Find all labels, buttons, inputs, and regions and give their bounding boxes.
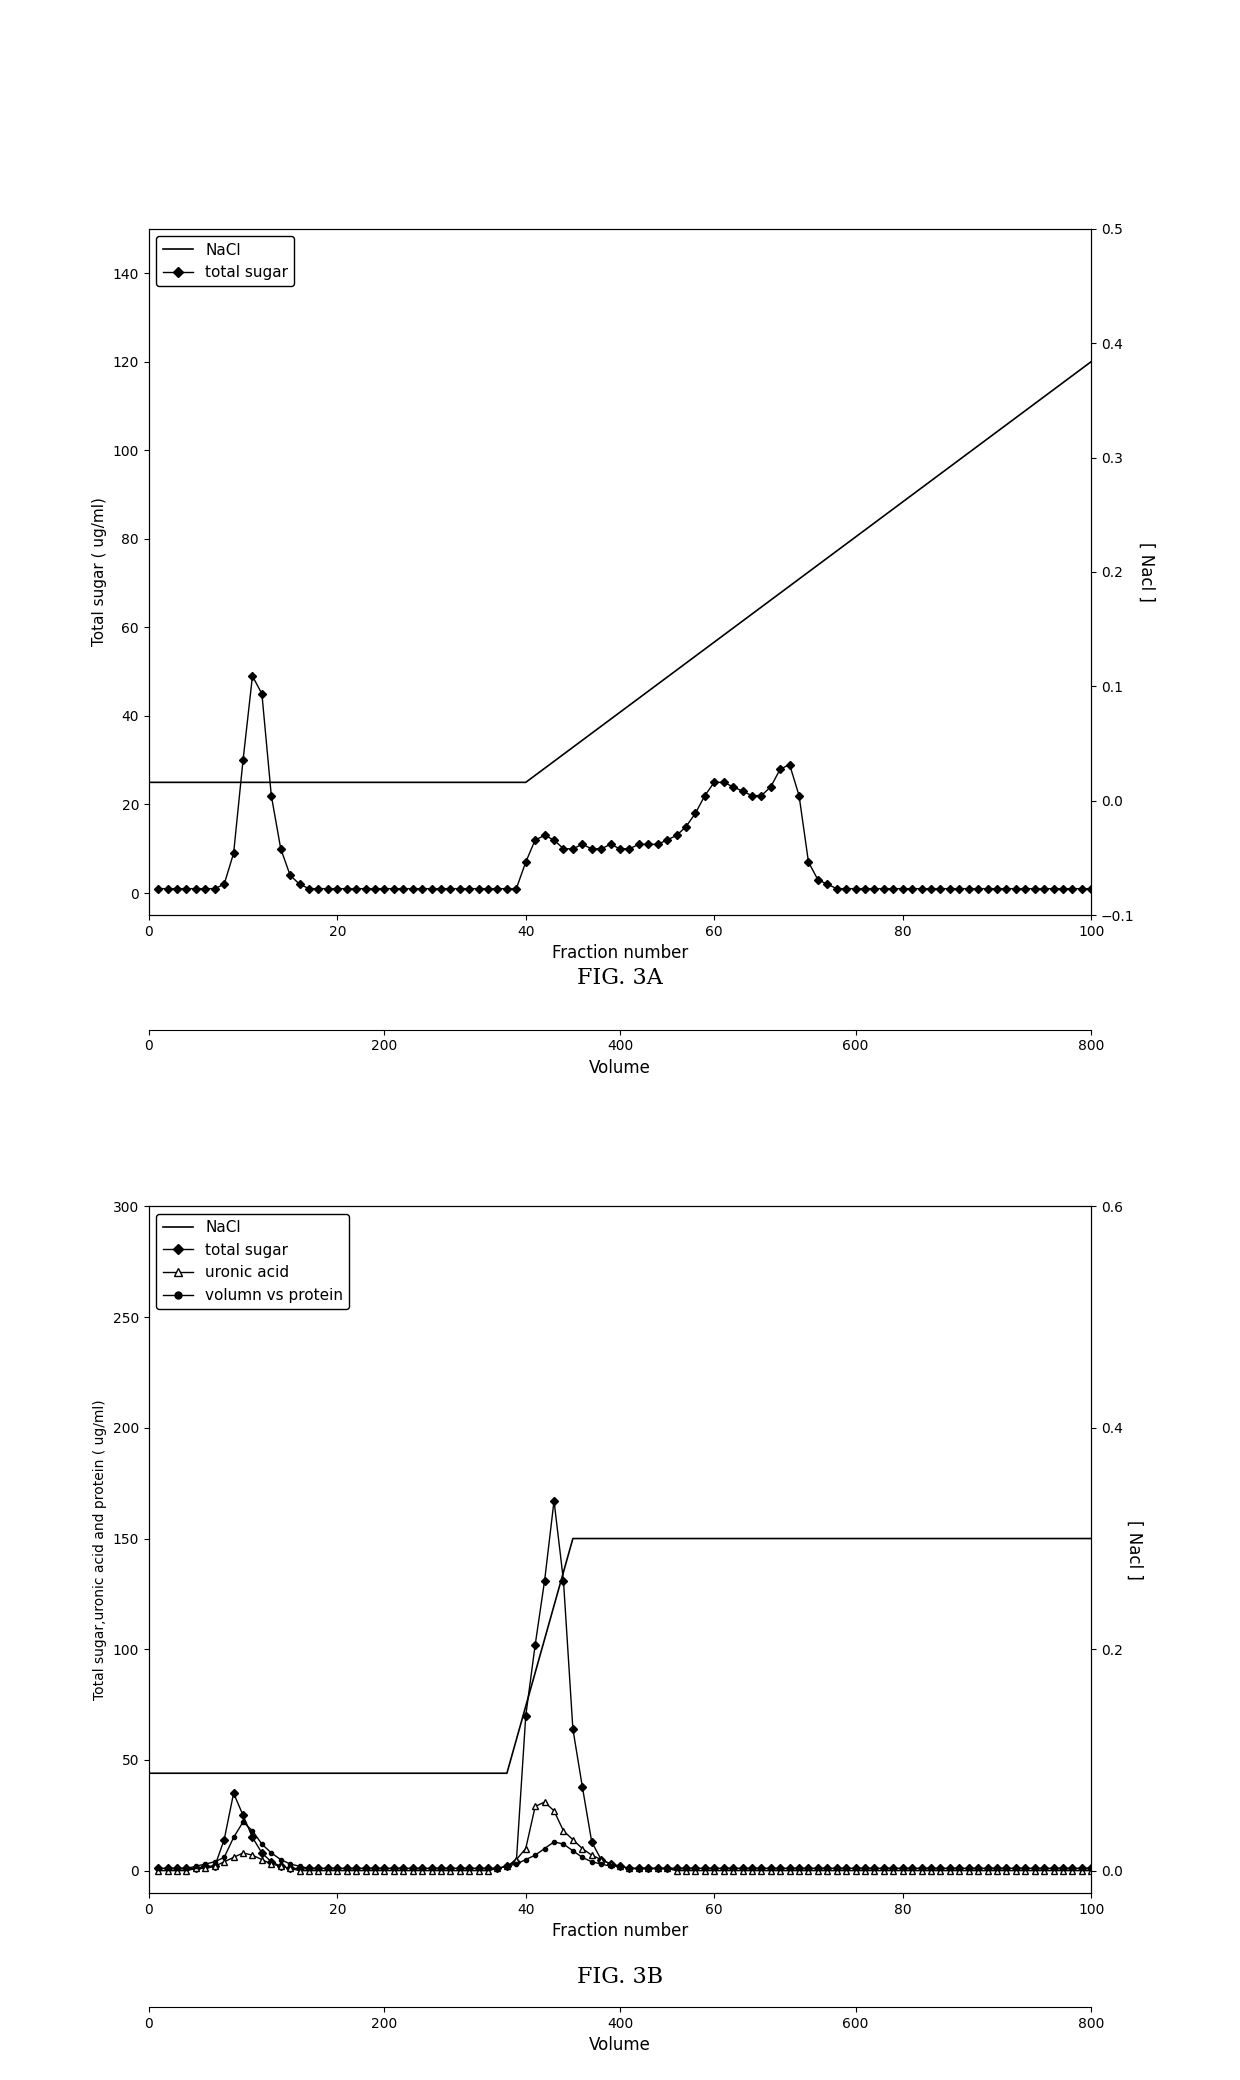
uronic acid bbox=[1047, 1857, 1061, 1882]
volumn vs protein bbox=[1018, 1855, 1033, 1880]
total sugar bbox=[1084, 876, 1099, 901]
total sugar bbox=[340, 876, 355, 901]
total sugar bbox=[1018, 1855, 1033, 1880]
total sugar bbox=[717, 770, 732, 795]
volumn vs protein bbox=[717, 1855, 732, 1880]
total sugar bbox=[641, 1855, 656, 1880]
uronic acid bbox=[1018, 1857, 1033, 1882]
total sugar bbox=[377, 876, 392, 901]
volumn vs protein bbox=[377, 1855, 392, 1880]
volumn vs protein bbox=[151, 1855, 166, 1880]
volumn vs protein bbox=[340, 1855, 355, 1880]
uronic acid bbox=[641, 1855, 656, 1880]
Line: NaCl: NaCl bbox=[149, 1539, 1091, 1774]
X-axis label: Volume: Volume bbox=[589, 1059, 651, 1077]
total sugar bbox=[1047, 876, 1061, 901]
Line: total sugar: total sugar bbox=[155, 674, 1094, 892]
Y-axis label: [ Nacl ]: [ Nacl ] bbox=[1137, 543, 1156, 601]
NaCl bbox=[518, 770, 533, 795]
total sugar bbox=[246, 664, 260, 688]
NaCl bbox=[1084, 349, 1099, 374]
Text: FIG. 3B: FIG. 3B bbox=[577, 1966, 663, 1988]
total sugar bbox=[1084, 1855, 1099, 1880]
total sugar bbox=[151, 876, 166, 901]
Text: FIG. 3A: FIG. 3A bbox=[577, 967, 663, 990]
total sugar bbox=[1018, 876, 1033, 901]
volumn vs protein bbox=[641, 1855, 656, 1880]
uronic acid bbox=[330, 1857, 345, 1882]
X-axis label: Fraction number: Fraction number bbox=[552, 944, 688, 963]
uronic acid bbox=[717, 1857, 732, 1882]
Legend: NaCl, total sugar, uronic acid, volumn vs protein: NaCl, total sugar, uronic acid, volumn v… bbox=[156, 1215, 350, 1308]
uronic acid bbox=[1084, 1857, 1099, 1882]
uronic acid bbox=[367, 1857, 382, 1882]
Y-axis label: Total sugar,uronic acid and protein ( ug/ml): Total sugar,uronic acid and protein ( ug… bbox=[93, 1400, 107, 1699]
NaCl bbox=[141, 1762, 156, 1787]
NaCl bbox=[500, 1762, 515, 1787]
total sugar bbox=[367, 1855, 382, 1880]
Line: NaCl: NaCl bbox=[149, 362, 1091, 782]
volumn vs protein bbox=[236, 1810, 250, 1835]
Y-axis label: [ Nacl ]: [ Nacl ] bbox=[1126, 1520, 1143, 1579]
X-axis label: Fraction number: Fraction number bbox=[552, 1922, 688, 1941]
NaCl bbox=[141, 770, 156, 795]
X-axis label: Volume: Volume bbox=[589, 2036, 651, 2055]
total sugar bbox=[151, 1855, 166, 1880]
Line: uronic acid: uronic acid bbox=[155, 1799, 1095, 1874]
uronic acid bbox=[151, 1857, 166, 1882]
Y-axis label: Total sugar ( ug/ml): Total sugar ( ug/ml) bbox=[92, 497, 107, 647]
total sugar bbox=[330, 1855, 345, 1880]
NaCl bbox=[1084, 1527, 1099, 1552]
total sugar bbox=[1047, 1855, 1061, 1880]
volumn vs protein bbox=[1084, 1855, 1099, 1880]
total sugar bbox=[717, 1855, 732, 1880]
NaCl bbox=[565, 1527, 580, 1552]
total sugar bbox=[547, 1489, 562, 1514]
Legend: NaCl, total sugar: NaCl, total sugar bbox=[156, 237, 294, 287]
Line: volumn vs protein: volumn vs protein bbox=[156, 1820, 1094, 1870]
Line: total sugar: total sugar bbox=[155, 1498, 1094, 1872]
uronic acid bbox=[537, 1789, 552, 1814]
total sugar bbox=[641, 832, 656, 857]
volumn vs protein bbox=[1047, 1855, 1061, 1880]
